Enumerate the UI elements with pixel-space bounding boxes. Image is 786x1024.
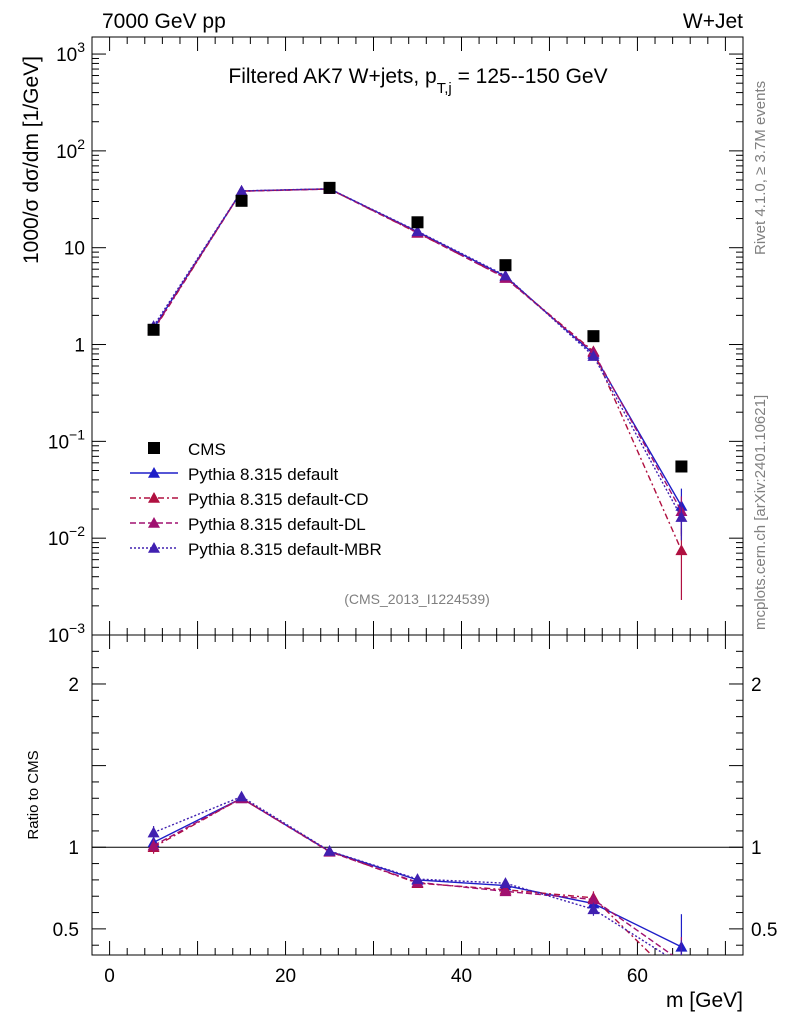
chart-title-tail: = 125--150 GeV [452,65,608,88]
data-point-cms [235,194,248,207]
legend-marker-mbr [148,542,160,553]
ratio-point-mbr [411,873,424,884]
legend-label-dl: Pythia 8.315 default-DL [188,515,366,534]
legend-label-default: Pythia 8.315 default [188,465,339,484]
header-left-label: 7000 GeV pp [102,10,226,33]
y-tick-label: 10−3 [48,620,85,647]
data-point-cms [147,323,160,336]
legend-marker-cd [148,492,160,503]
legend-marker-dl [148,517,160,528]
ratio-point-dl [499,885,512,897]
ratio-panel-frame [91,634,744,956]
legend-label-cd: Pythia 8.315 default-CD [188,490,369,509]
x-axis-label: m [GeV] [666,989,743,1012]
ratio-plot-marks [147,790,688,989]
legend-marker-default [148,467,160,478]
ratio-y-tick-label: 1 [68,838,79,859]
x-tick-label: 40 [451,966,472,987]
ratio-point-mbr [675,959,687,970]
point-cd [675,544,688,556]
y-tick-label: 1 [74,336,85,357]
ratio-point-dl [675,956,687,967]
analysis-id-label: (CMS_2013_I1224539) [344,591,490,607]
point-mbr [587,350,600,361]
point-mbr [235,184,248,196]
data-point-cms [675,460,688,473]
point-mbr [675,511,688,522]
ratio-point-dl [587,893,600,905]
legend-label-mbr: Pythia 8.315 default-MBR [188,540,382,559]
ratio-point-mbr [587,903,600,915]
ratio-line-cd [153,797,653,955]
rivet-version-label: Rivet 4.1.0, ≥ 3.7M events [752,81,769,255]
header-right-label: W+Jet [683,10,743,33]
chart-title: Filtered AK7 W+jets, pT,j = 125--150 GeV [228,65,607,97]
x-tick-label: 20 [275,966,296,987]
y-tick-label: 10−1 [48,426,85,453]
ratio-point-dl [147,839,160,851]
data-point-cms [411,216,424,229]
y-tick-label: 10−2 [48,523,85,550]
y-tick-label: 103 [56,39,85,66]
data-point-cms [499,259,512,272]
y-axis-label: 1000/σ dσ/dm [1/GeV] [20,56,43,264]
ratio-y-tick-label: 2 [68,675,79,696]
chart-title-sub: T,j [437,80,452,97]
ratio-point-cd [675,978,687,989]
legend: CMS Pythia 8.315 default Pythia 8.315 defa… [130,440,382,559]
ratio-point-mbr [235,790,248,802]
chart-title-main: Filtered AK7 W+jets, p [228,65,436,88]
ratio-y-tick-label-right: 0.5 [751,920,777,941]
mcplots-label: mcplots.cern.ch [arXiv:2401.10621] [752,395,769,630]
ratio-y-tick-label-right: 2 [751,675,762,696]
legend-marker-cms [148,442,160,454]
ratio-point-mbr [323,845,336,856]
legend-label-cms: CMS [188,440,226,459]
point-mbr [411,225,424,237]
x-tick-label: 0 [104,966,115,987]
ratio-y-tick-label: 0.5 [53,920,79,941]
data-point-cms [587,330,600,343]
point-mbr [499,269,512,281]
ratio-line-default [153,797,682,948]
y-tick-label: 10 [64,239,85,260]
ratio-y-axis-label: Ratio to CMS [25,750,42,839]
x-tick-label: 60 [627,966,648,987]
main-plot-marks [147,181,688,600]
ratio-point-mbr [147,826,160,838]
ratio-y-tick-label-right: 1 [751,838,762,859]
ratio-point-mbr [499,877,512,888]
data-point-cms [323,181,336,194]
y-tick-label: 102 [56,136,85,163]
